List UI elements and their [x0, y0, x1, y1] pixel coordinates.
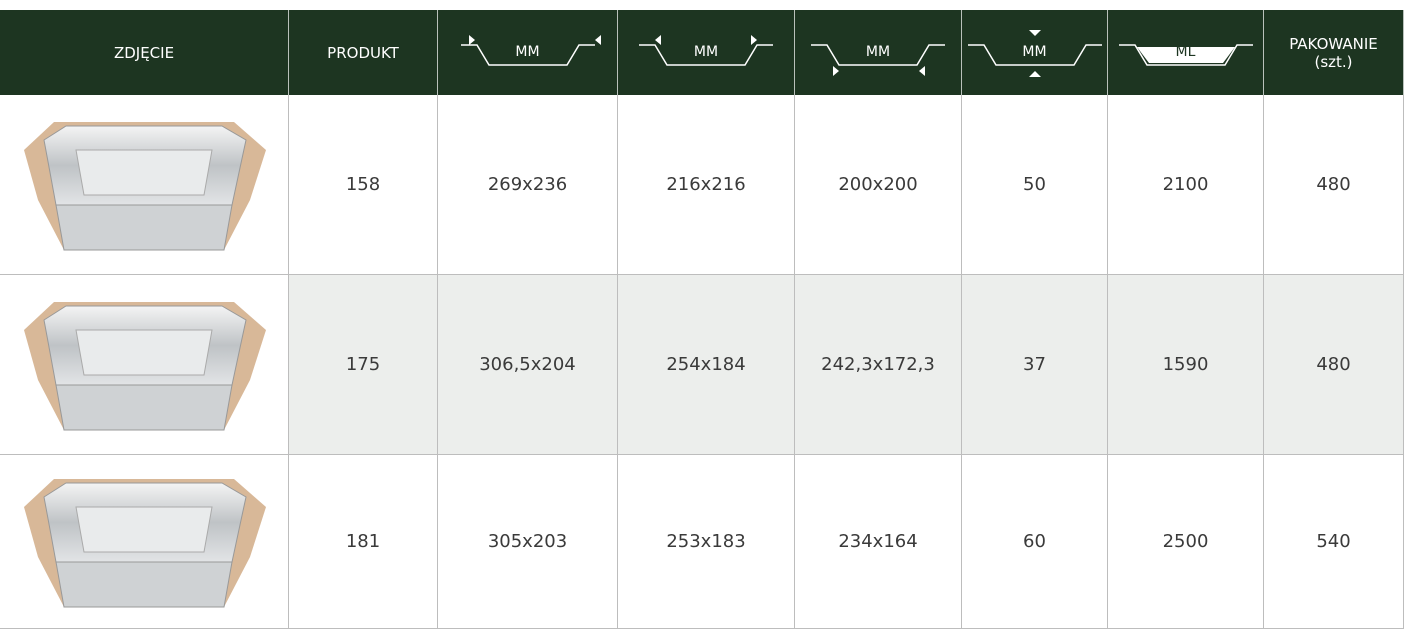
- value-cell: 480: [1264, 275, 1404, 455]
- label: 181: [346, 531, 380, 552]
- value-cell: 216x216: [618, 95, 795, 275]
- label: 269x236: [488, 174, 567, 195]
- label: 60: [1023, 531, 1046, 552]
- label: 480: [1316, 354, 1350, 375]
- product-photo: [14, 290, 274, 440]
- value-cell: 254x184: [618, 275, 795, 455]
- label: 175: [346, 354, 380, 375]
- label: 2100: [1163, 174, 1209, 195]
- value-cell: 37: [962, 275, 1108, 455]
- label: ML: [1111, 44, 1261, 60]
- value-cell: 306,5x204: [438, 275, 618, 455]
- label: 253x183: [666, 531, 745, 552]
- header-cell: PAKOWANIE(szt.): [1264, 10, 1404, 95]
- value-cell: 181: [289, 455, 438, 629]
- label: MM: [631, 44, 781, 60]
- header-icon: MM: [803, 23, 953, 83]
- label: PRODUKT: [327, 44, 399, 62]
- value-cell: 480: [1264, 95, 1404, 275]
- photo-cell: [0, 455, 289, 629]
- value-cell: 253x183: [618, 455, 795, 629]
- label: 234x164: [838, 531, 917, 552]
- value-cell: 2500: [1108, 455, 1264, 629]
- header-cell: ZDJĘCIE: [0, 10, 289, 95]
- value-cell: 60: [962, 455, 1108, 629]
- label: 37: [1023, 354, 1046, 375]
- value-cell: 200x200: [795, 95, 962, 275]
- label: 216x216: [666, 174, 745, 195]
- label: MM: [803, 44, 953, 60]
- header-cell: PRODUKT: [289, 10, 438, 95]
- product-photo: [14, 110, 274, 260]
- value-cell: 269x236: [438, 95, 618, 275]
- photo-cell: [0, 275, 289, 455]
- label: 200x200: [838, 174, 917, 195]
- value-cell: 2100: [1108, 95, 1264, 275]
- label: 2500: [1163, 531, 1209, 552]
- label: 254x184: [666, 354, 745, 375]
- value-cell: 305x203: [438, 455, 618, 629]
- header-icon: MM: [960, 23, 1110, 83]
- label: MM: [960, 44, 1110, 60]
- label: 1590: [1163, 354, 1209, 375]
- label: 242,3x172,3: [821, 354, 935, 375]
- header-cell: MM: [795, 10, 962, 95]
- label: 480: [1316, 174, 1350, 195]
- label: 305x203: [488, 531, 567, 552]
- spec-table: ZDJĘCIEPRODUKTMMMMMMMMMLPAKOWANIE(szt.) …: [0, 0, 1404, 629]
- label: PAKOWANIE: [1289, 35, 1378, 53]
- header-cell: ML: [1108, 10, 1264, 95]
- header-cell: MM: [438, 10, 618, 95]
- value-cell: 234x164: [795, 455, 962, 629]
- label: 158: [346, 174, 380, 195]
- label: (szt.): [1314, 53, 1352, 71]
- label: 306,5x204: [479, 354, 576, 375]
- product-photo: [14, 467, 274, 617]
- value-cell: 540: [1264, 455, 1404, 629]
- photo-cell: [0, 95, 289, 275]
- header-cell: MM: [618, 10, 795, 95]
- header-cell: MM: [962, 10, 1108, 95]
- value-cell: 50: [962, 95, 1108, 275]
- value-cell: 1590: [1108, 275, 1264, 455]
- value-cell: 175: [289, 275, 438, 455]
- header-icon: MM: [453, 23, 603, 83]
- label: 540: [1316, 531, 1350, 552]
- label: ZDJĘCIE: [114, 44, 174, 62]
- header-icon: ML: [1111, 23, 1261, 83]
- value-cell: 158: [289, 95, 438, 275]
- label: 50: [1023, 174, 1046, 195]
- value-cell: 242,3x172,3: [795, 275, 962, 455]
- label: MM: [453, 44, 603, 60]
- header-icon: MM: [631, 23, 781, 83]
